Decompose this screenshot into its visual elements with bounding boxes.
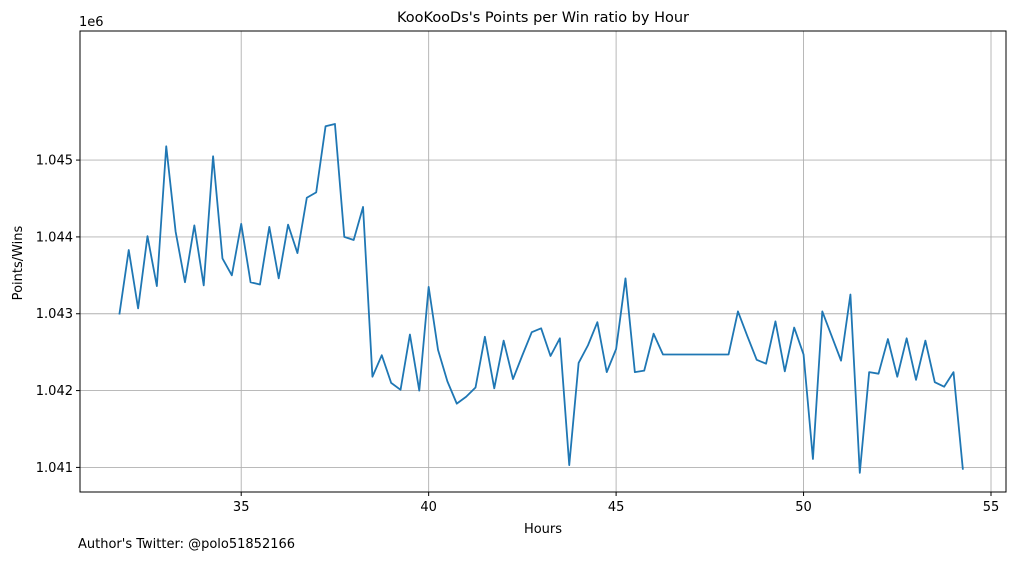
y-tick-label: 1.045 [36, 154, 73, 169]
y-tick-label: 1.044 [36, 230, 73, 245]
series-line-layer [118, 123, 964, 474]
x-tick-label: 35 [233, 500, 250, 515]
y-tick-label: 1.043 [36, 307, 73, 322]
x-tick-label: 50 [795, 500, 812, 515]
x-tick-label: 55 [983, 500, 1000, 515]
series-line-0 [118, 123, 964, 474]
tick-layer: 35 40 45 50 55 1.041 1.042 1.043 1.044 1.045 [36, 154, 999, 515]
y-axis-label: Points/Wins [11, 225, 26, 300]
chart-title: KooKooDs's Points per Win ratio by Hour [397, 10, 689, 26]
y-tick-label: 1.041 [36, 461, 73, 476]
author-credit: Author's Twitter: @polo51852166 [78, 537, 296, 552]
grid-lines [80, 31, 1006, 492]
plot-frame [79, 30, 1007, 493]
y-tick-label: 1.042 [36, 384, 73, 399]
x-tick-label: 40 [420, 500, 437, 515]
y-axis-offset-label: 1e6 [79, 15, 104, 30]
x-tick-label: 45 [608, 500, 625, 515]
x-axis-label: Hours [524, 522, 562, 537]
